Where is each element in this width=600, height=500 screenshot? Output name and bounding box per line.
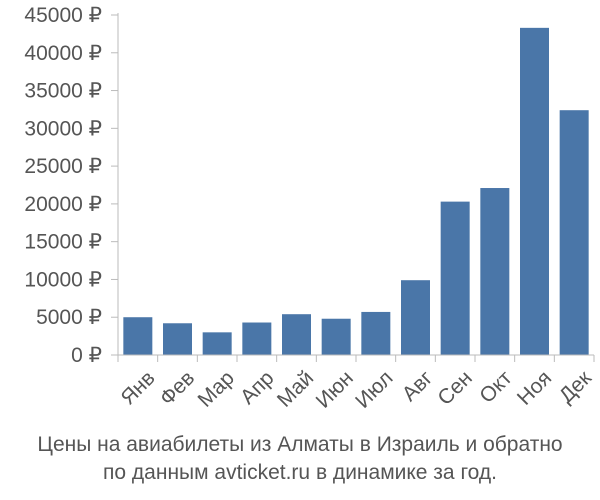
bar-4 [242, 322, 272, 355]
x-tick-label: Апр [236, 366, 278, 408]
bar-7 [361, 311, 391, 355]
bar-3 [202, 332, 232, 355]
bar-8 [401, 280, 430, 355]
bar-6 [321, 318, 351, 355]
bar-2 [163, 323, 192, 355]
bar-11 [520, 27, 549, 355]
x-tick-label: Сен [433, 366, 476, 409]
x-tick-label: Мар [194, 366, 239, 411]
y-tick-label: 5000 ₽ [36, 306, 102, 329]
bar-1 [123, 317, 153, 355]
bar-12 [559, 110, 589, 355]
x-tick-label: Ноя [513, 366, 556, 409]
y-tick-label: 40000 ₽ [24, 42, 102, 65]
y-tick-label: 10000 ₽ [24, 268, 102, 291]
y-tick-label: 30000 ₽ [24, 117, 102, 140]
x-tick-label: Фев [156, 366, 200, 410]
x-tick-label: Дек [555, 366, 597, 408]
x-tick-label: Окт [475, 366, 517, 408]
y-tick-label: 25000 ₽ [24, 155, 102, 178]
bar-9 [440, 201, 470, 355]
y-tick-label: 35000 ₽ [24, 80, 102, 103]
x-tick-label: Июл [351, 366, 397, 412]
bar-5 [282, 314, 311, 355]
bar-10 [480, 188, 510, 355]
y-tick-label: 20000 ₽ [24, 193, 102, 216]
x-tick-label: Янв [116, 366, 159, 409]
x-tick-label: Май [273, 366, 318, 411]
chart-caption-line-2: по данным avticket.ru в динамике за год. [103, 461, 497, 484]
y-tick-label: 15000 ₽ [24, 231, 102, 254]
chart-caption-line-1: Цены на авиабилеты из Алматы в Израиль и… [37, 433, 563, 456]
y-tick-label: 45000 ₽ [24, 4, 102, 27]
x-tick-label: Авг [398, 366, 438, 406]
y-tick-label: 0 ₽ [71, 344, 102, 367]
x-tick-label: Июн [312, 366, 358, 412]
bar-chart: 0 ₽ 5000 ₽ 10000 ₽ 15000 ₽ 20000 ₽ 25000 ₽ 300… [24, 4, 597, 413]
